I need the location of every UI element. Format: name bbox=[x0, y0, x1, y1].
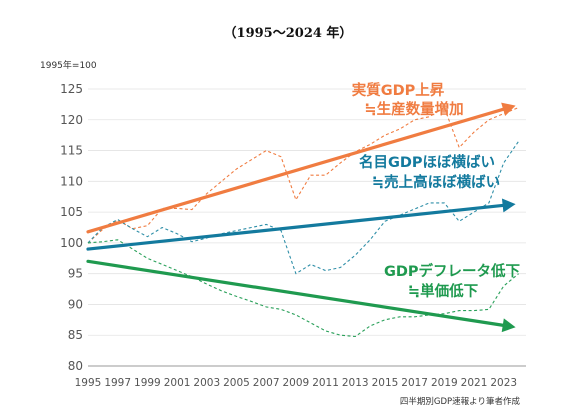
y-tick-label-85: 85 bbox=[68, 328, 83, 342]
y-axis-ticks: 80 85 90 95 100 105 110 115 120 125 bbox=[60, 82, 83, 373]
trend-arrow-line-nominal_trend bbox=[86, 203, 505, 251]
x-tick-label-1995: 1995 bbox=[75, 377, 102, 389]
x-tick-label-2003: 2003 bbox=[193, 377, 220, 389]
x-tick-label-2011: 2011 bbox=[312, 377, 339, 389]
x-tick-label-2007: 2007 bbox=[253, 377, 280, 389]
x-tick-label-2023: 2023 bbox=[490, 377, 517, 389]
y-tick-label-95: 95 bbox=[68, 267, 83, 281]
y-tick-label-100: 100 bbox=[60, 236, 83, 250]
annotation-deflator-line2: ≒単価低下 bbox=[408, 282, 478, 300]
chart-title: （1995〜2024 年） bbox=[224, 25, 353, 41]
trend-arrowhead-deflator_trend bbox=[501, 318, 516, 333]
x-tick-label-2021: 2021 bbox=[461, 377, 488, 389]
series-line-deflator bbox=[87, 239, 519, 338]
y-tick-label-110: 110 bbox=[60, 174, 83, 188]
trend-arrow-line-real_trend bbox=[86, 107, 505, 234]
x-tick-label-2009: 2009 bbox=[282, 377, 309, 389]
x-tick-label-2017: 2017 bbox=[401, 377, 428, 389]
annotation-real-line2: ≒生産数量増加 bbox=[364, 100, 463, 118]
annotation-nominal-line2: ≒売上高ほぼ横ばい bbox=[372, 173, 500, 191]
trend-arrowhead-nominal_trend bbox=[501, 198, 516, 213]
x-tick-label-1997: 1997 bbox=[104, 377, 131, 389]
y-tick-label-80: 80 bbox=[68, 359, 83, 373]
y-axis-unit-label: 1995年=100 bbox=[40, 59, 97, 71]
x-tick-label-2005: 2005 bbox=[223, 377, 250, 389]
y-tick-label-105: 105 bbox=[60, 205, 83, 219]
series-line-nominal bbox=[87, 140, 520, 275]
trend-arrows bbox=[86, 102, 516, 333]
data-series bbox=[87, 106, 520, 338]
x-tick-label-1999: 1999 bbox=[134, 377, 161, 389]
y-tick-label-120: 120 bbox=[60, 113, 83, 127]
source-note: 四半期別GDP速報より筆者作成 bbox=[400, 396, 521, 407]
trend-arrow-line-deflator_trend bbox=[86, 259, 505, 327]
x-tick-label-2015: 2015 bbox=[372, 377, 399, 389]
trend-arrowhead-real_trend bbox=[501, 102, 516, 117]
x-axis-ticks: 1995 1997 1999 2001 2003 2005 2007 2009 2011 2013… bbox=[75, 377, 517, 389]
y-tick-label-115: 115 bbox=[60, 144, 83, 158]
annotation-deflator-line1: GDPデフレータ低下 bbox=[384, 262, 520, 280]
y-tick-label-125: 125 bbox=[60, 82, 83, 96]
x-tick-label-2019: 2019 bbox=[431, 377, 458, 389]
x-tick-label-2001: 2001 bbox=[164, 377, 191, 389]
annotation-nominal-line1: 名目GDPほぼ横ばい bbox=[359, 153, 495, 171]
y-tick-label-90: 90 bbox=[68, 297, 83, 311]
x-tick-label-2013: 2013 bbox=[342, 377, 369, 389]
annotation-real-line1: 実質GDP上昇 bbox=[352, 81, 445, 99]
